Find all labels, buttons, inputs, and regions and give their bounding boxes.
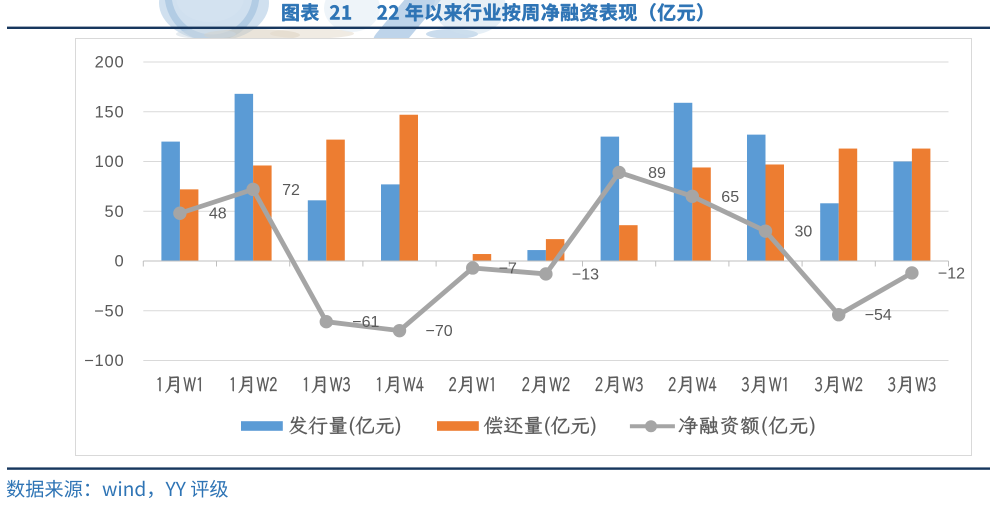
svg-text:150: 150 xyxy=(95,103,125,121)
svg-text:−100: −100 xyxy=(84,352,124,370)
svg-text:−12: −12 xyxy=(938,265,965,282)
svg-text:−7: −7 xyxy=(499,260,517,277)
svg-text:0: 0 xyxy=(115,253,125,271)
svg-text:50: 50 xyxy=(105,203,125,221)
svg-text:65: 65 xyxy=(721,189,739,206)
svg-text:−61: −61 xyxy=(352,314,379,331)
svg-text:89: 89 xyxy=(648,165,666,182)
svg-text:48: 48 xyxy=(209,206,227,223)
svg-text:30: 30 xyxy=(795,224,813,241)
svg-text:72: 72 xyxy=(282,182,300,199)
svg-text:−70: −70 xyxy=(426,323,453,340)
svg-text:−54: −54 xyxy=(865,307,892,324)
svg-text:−13: −13 xyxy=(572,266,599,283)
svg-text:−50: −50 xyxy=(94,302,124,320)
svg-text:100: 100 xyxy=(95,153,125,171)
svg-text:200: 200 xyxy=(95,54,125,72)
